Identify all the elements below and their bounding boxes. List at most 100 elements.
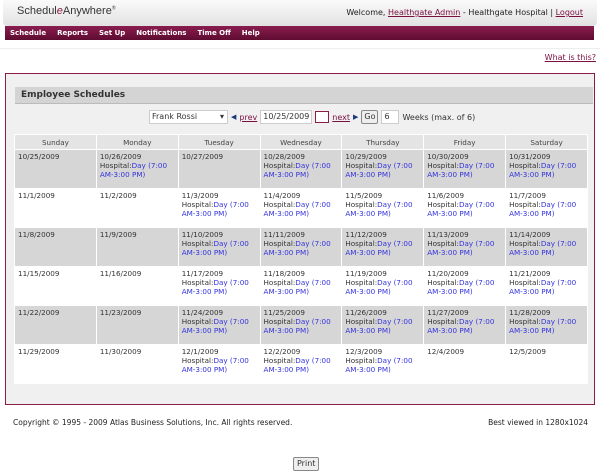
shift-link[interactable]: Day (7:00 AM-3:00 PM)	[345, 161, 413, 179]
day-cell[interactable]: 12/1/2009 Hospital:Day (7:00 AM-3:00 PM)	[178, 345, 260, 383]
nav-notifications[interactable]: Notifications	[136, 29, 187, 37]
shift-link[interactable]: Day (7:00 AM-3:00 PM)	[263, 239, 331, 257]
shift-link[interactable]: Day (7:00 AM-3:00 PM)	[427, 239, 495, 257]
shift-link[interactable]: Day (7:00 AM-3:00 PM)	[509, 200, 577, 218]
shift-link[interactable]: Day (7:00 AM-3:00 PM)	[345, 317, 413, 335]
shift-link[interactable]: Day (7:00 AM-3:00 PM)	[263, 317, 331, 335]
shift-link[interactable]: Day (7:00 AM-3:00 PM)	[263, 200, 331, 218]
shift-link[interactable]: Day (7:00 AM-3:00 PM)	[427, 278, 495, 296]
day-cell[interactable]: 11/18/2009 Hospital:Day (7:00 AM-3:00 PM)	[260, 267, 342, 305]
shift-link[interactable]: Day (7:00 AM-3:00 PM)	[509, 161, 577, 179]
shift-entry: Hospital:Day (7:00 AM-3:00 PM)	[345, 200, 420, 218]
nav-help[interactable]: Help	[241, 29, 260, 37]
day-cell[interactable]: 11/27/2009 Hospital:Day (7:00 AM-3:00 PM)	[424, 306, 506, 344]
prev-arrow-icon[interactable]: ◀	[231, 113, 237, 121]
day-cell[interactable]: 11/5/2009 Hospital:Day (7:00 AM-3:00 PM)	[342, 189, 424, 227]
day-cell[interactable]: 11/17/2009 Hospital:Day (7:00 AM-3:00 PM)	[178, 267, 260, 305]
day-cell[interactable]: 10/31/2009 Hospital:Day (7:00 AM-3:00 PM)	[506, 150, 587, 188]
shift-link[interactable]: Day (7:00 AM-3:00 PM)	[181, 278, 249, 296]
day-cell[interactable]: 10/25/2009	[15, 150, 96, 188]
shift-link[interactable]: Day (7:00 AM-3:00 PM)	[427, 317, 495, 335]
day-cell[interactable]: 12/4/2009	[424, 345, 506, 383]
day-cell[interactable]: 11/13/2009 Hospital:Day (7:00 AM-3:00 PM)	[424, 228, 506, 266]
nav-reports[interactable]: Reports	[57, 29, 89, 37]
day-cell[interactable]: 11/10/2009 Hospital:Day (7:00 AM-3:00 PM)	[178, 228, 260, 266]
day-header: Thursday	[342, 135, 424, 149]
shift-link[interactable]: Day (7:00 AM-3:00 PM)	[345, 239, 413, 257]
next-link[interactable]: next	[332, 112, 350, 122]
user-link[interactable]: Healthgate Admin	[388, 8, 461, 17]
day-cell[interactable]: 12/5/2009	[506, 345, 587, 383]
day-cell[interactable]: 11/19/2009 Hospital:Day (7:00 AM-3:00 PM)	[342, 267, 424, 305]
day-cell[interactable]: 11/29/2009	[15, 345, 96, 383]
day-cell[interactable]: 11/3/2009 Hospital:Day (7:00 AM-3:00 PM)	[178, 189, 260, 227]
shift-link[interactable]: Day (7:00 AM-3:00 PM)	[99, 161, 168, 179]
shift-link[interactable]: Day (7:00 AM-3:00 PM)	[263, 356, 331, 374]
day-cell[interactable]: 11/24/2009 Hospital:Day (7:00 AM-3:00 PM)	[178, 306, 260, 344]
day-cell[interactable]: 12/3/2009 Hospital:Day (7:00 AM-3:00 PM)	[342, 345, 424, 383]
day-cell[interactable]: 11/28/2009 Hospital:Day (7:00 AM-3:00 PM)	[506, 306, 587, 344]
day-cell[interactable]: 11/22/2009	[15, 306, 96, 344]
day-cell[interactable]: 11/1/2009	[15, 189, 96, 227]
shift-link[interactable]: Day (7:00 AM-3:00 PM)	[345, 356, 413, 374]
shift-link[interactable]: Day (7:00 AM-3:00 PM)	[345, 200, 413, 218]
day-cell[interactable]: 10/26/2009 Hospital:Day (7:00 AM-3:00 PM)	[96, 150, 178, 188]
shift-link[interactable]: Day (7:00 AM-3:00 PM)	[181, 356, 249, 374]
shift-location: Hospital:	[509, 278, 541, 287]
shift-link[interactable]: Day (7:00 AM-3:00 PM)	[427, 161, 495, 179]
day-cell[interactable]: 11/25/2009 Hospital:Day (7:00 AM-3:00 PM)	[260, 306, 342, 344]
shift-link[interactable]: Day (7:00 AM-3:00 PM)	[263, 278, 331, 296]
day-cell[interactable]: 11/20/2009 Hospital:Day (7:00 AM-3:00 PM)	[424, 267, 506, 305]
day-cell[interactable]: 10/28/2009 Hospital:Day (7:00 AM-3:00 PM)	[260, 150, 342, 188]
day-cell[interactable]: 11/7/2009 Hospital:Day (7:00 AM-3:00 PM)	[506, 189, 587, 227]
calendar-icon[interactable]	[315, 111, 330, 123]
nav-time-off[interactable]: Time Off	[197, 29, 231, 37]
shift-link[interactable]: Day (7:00 AM-3:00 PM)	[427, 200, 495, 218]
logout-link[interactable]: Logout	[555, 8, 583, 17]
day-header: Wednesday	[260, 135, 342, 149]
nav-schedule[interactable]: Schedule	[10, 29, 47, 37]
shift-link[interactable]: Day (7:00 AM-3:00 PM)	[181, 239, 249, 257]
schedule-panel: Employee Schedules Frank Rossi ◀prev 10/…	[5, 73, 595, 471]
day-cell[interactable]: 11/23/2009	[96, 306, 178, 344]
day-cell[interactable]: 11/9/2009	[96, 228, 178, 266]
shift-link[interactable]: Day (7:00 AM-3:00 PM)	[345, 278, 413, 296]
nav-setup[interactable]: Set Up	[99, 29, 126, 37]
weeks-input[interactable]: 6	[381, 110, 400, 124]
day-cell[interactable]: 10/29/2009 Hospital:Day (7:00 AM-3:00 PM)	[342, 150, 424, 188]
day-cell[interactable]: 11/14/2009 Hospital:Day (7:00 AM-3:00 PM)	[506, 228, 587, 266]
shift-link[interactable]: Day (7:00 AM-3:00 PM)	[509, 239, 577, 257]
shift-location: Hospital:	[181, 239, 214, 248]
day-cell[interactable]: 11/30/2009	[96, 345, 178, 383]
day-cell[interactable]: 11/11/2009 Hospital:Day (7:00 AM-3:00 PM)	[260, 228, 342, 266]
day-cell[interactable]: 11/12/2009 Hospital:Day (7:00 AM-3:00 PM)	[342, 228, 424, 266]
shift-entry: Hospital:Day (7:00 AM-3:00 PM)	[427, 239, 502, 257]
day-cell[interactable]: 11/16/2009	[96, 267, 178, 305]
shift-link[interactable]: Day (7:00 AM-3:00 PM)	[181, 200, 249, 218]
panel-title: Employee Schedules	[15, 87, 593, 104]
day-cell[interactable]: 12/2/2009 Hospital:Day (7:00 AM-3:00 PM)	[260, 345, 342, 383]
day-cell[interactable]: 11/15/2009	[15, 267, 96, 305]
day-cell[interactable]: 11/2/2009	[96, 189, 178, 227]
what-is-this-link[interactable]: What is this?	[544, 53, 596, 62]
shift-link[interactable]: Day (7:00 AM-3:00 PM)	[263, 161, 331, 179]
copyright: Copyright © 1995 - 2009 Atlas Business S…	[13, 418, 293, 427]
best-viewed: Best viewed in 1280x1024	[488, 418, 588, 427]
day-cell[interactable]: 10/30/2009 Hospital:Day (7:00 AM-3:00 PM)	[424, 150, 506, 188]
shift-link[interactable]: Day (7:00 AM-3:00 PM)	[509, 317, 577, 335]
shift-entry: Hospital:Day (7:00 AM-3:00 PM)	[264, 356, 339, 374]
go-button[interactable]: Go	[361, 110, 379, 124]
day-cell[interactable]: 10/27/2009	[178, 150, 260, 188]
day-cell[interactable]: 11/8/2009	[15, 228, 96, 266]
day-cell[interactable]: 11/4/2009 Hospital:Day (7:00 AM-3:00 PM)	[260, 189, 342, 227]
shift-link[interactable]: Day (7:00 AM-3:00 PM)	[181, 317, 249, 335]
day-cell[interactable]: 11/26/2009 Hospital:Day (7:00 AM-3:00 PM)	[342, 306, 424, 344]
employee-select[interactable]: Frank Rossi	[149, 110, 228, 124]
day-cell[interactable]: 11/21/2009 Hospital:Day (7:00 AM-3:00 PM)	[506, 267, 587, 305]
date-input[interactable]: 10/25/2009	[260, 110, 313, 124]
next-arrow-icon[interactable]: ▶	[352, 113, 359, 121]
prev-link[interactable]: prev	[239, 112, 258, 122]
shift-link[interactable]: Day (7:00 AM-3:00 PM)	[509, 278, 577, 296]
day-cell[interactable]: 11/6/2009 Hospital:Day (7:00 AM-3:00 PM)	[424, 189, 506, 227]
print-button[interactable]: Print	[293, 457, 320, 471]
